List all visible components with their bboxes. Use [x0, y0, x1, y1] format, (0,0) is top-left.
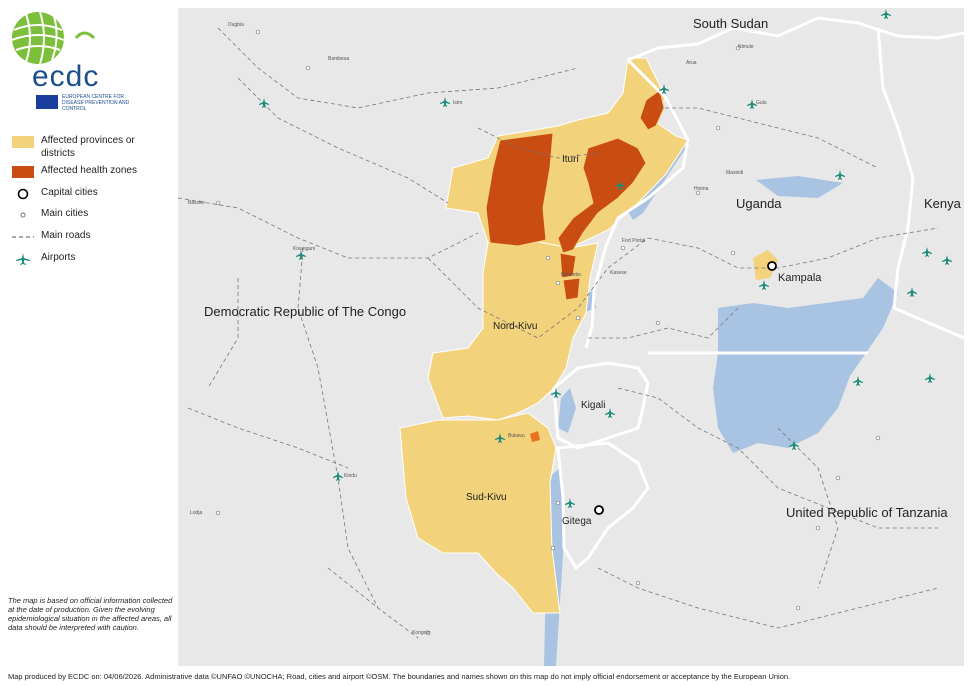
town-label: Basoko [188, 200, 205, 206]
city-label-kampala: Kampala [778, 272, 822, 284]
region-label-kigali: Kigali [581, 400, 606, 411]
region-label-sud-kivu: Sud-Kivu [466, 492, 507, 503]
town-label: Fort Portal [622, 238, 646, 244]
border-rwanda [552, 361, 650, 450]
town-label: Kongolo [412, 630, 431, 636]
legend-sidebar: ecdc EUROPEAN CENTRE FOR DISEASE PREVENT… [0, 0, 178, 670]
legend-item-main-roads: Main roads [12, 229, 182, 249]
health-zone-east [557, 137, 647, 254]
town-label: Gulu [756, 100, 767, 106]
town-label: Kindu [344, 473, 357, 479]
capital-circle-icon [17, 188, 29, 200]
border-kenya-tanzania [893, 306, 964, 340]
airplane-icon [907, 287, 917, 297]
airplane-icon [16, 253, 30, 265]
legend-label: Affected provinces or districts [41, 135, 135, 159]
airplane-icon [259, 98, 269, 108]
airplane-icon [853, 376, 863, 386]
ecdc-logo: ecdc EUROPEAN CENTRE FOR DISEASE PREVENT… [6, 8, 129, 112]
health-zone-south-1 [559, 252, 577, 279]
town-label: Bukavu [508, 433, 525, 439]
lake-kyoga [756, 176, 843, 198]
country-label-south-sudan: South Sudan [693, 16, 769, 31]
town-label: Butembo [561, 272, 582, 278]
eu-flag-icon [36, 95, 58, 109]
lake-kivu [558, 388, 576, 433]
map-canvas[interactable]: South Sudan Uganda Kenya Democratic Repu… [178, 8, 964, 666]
globe-icon [11, 11, 96, 65]
airplane-icon [835, 170, 845, 180]
ituri-province [445, 57, 689, 249]
border-drc-uganda [584, 58, 690, 349]
main-cities [215, 29, 881, 636]
airplane-icon [440, 97, 450, 107]
health-zone-west [485, 132, 554, 247]
legend-item-affected-health-zones: Affected health zones [12, 164, 182, 184]
sud-kivu-province [399, 412, 561, 614]
country-label-kenya: Kenya [924, 196, 961, 211]
health-zone-south-2 [562, 277, 581, 301]
airports [259, 9, 952, 508]
airplane-icon [333, 471, 343, 481]
airplane-icon [922, 247, 932, 257]
ecdc-subtitle: EUROPEAN CENTRE FOR DISEASE PREVENTION A… [62, 94, 130, 112]
town-label: Bambesa [328, 56, 350, 62]
airplane-icon [925, 373, 935, 383]
legend-label: Airports [41, 252, 76, 263]
footer-credits: Map produced by ECDC on: 04/06/2026. Adm… [8, 672, 791, 681]
lake-victoria [713, 278, 898, 453]
legend-item-airports: Airports [12, 251, 182, 271]
town-label: Kasese [610, 270, 627, 276]
legend-label: Main cities [41, 208, 89, 219]
border-drc-south-sudan [627, 16, 964, 62]
legend-item-capital-cities: Capital cities [12, 186, 182, 206]
airplane-icon [881, 9, 891, 19]
legend-item-affected-provinces: Affected provinces or districts [12, 134, 182, 164]
airplane-icon [551, 388, 561, 398]
gitega-capital-marker [594, 505, 604, 515]
region-label-nord-kivu: Nord-Kivu [493, 321, 538, 332]
airplane-icon [747, 99, 757, 109]
town-label: Masindi [726, 170, 744, 176]
airplane-icon [495, 433, 505, 443]
country-label-drc: Democratic Republic of The Congo [204, 304, 407, 319]
affected-provinces-swatch [12, 136, 34, 148]
region-label-ituri: Ituri [562, 154, 579, 165]
town-label: Kisangani [293, 246, 315, 252]
kampala-district [753, 250, 778, 280]
map-svg [178, 9, 964, 666]
town-label: Dugbia [228, 22, 244, 28]
legend-label: Affected health zones [41, 165, 137, 176]
kampala-capital-marker [767, 261, 777, 271]
ecdc-wordmark: ecdc [32, 60, 100, 93]
border-uganda-kenya [876, 27, 915, 309]
region-label-gitega: Gitega [562, 516, 592, 527]
health-zone-bukavu [530, 431, 540, 442]
town-label: Arua [686, 60, 697, 66]
road-line-icon [12, 236, 34, 238]
affected-health-zones-swatch [12, 166, 34, 178]
airplane-icon [942, 255, 952, 265]
airplane-icon [789, 440, 799, 450]
country-label-tanzania: United Republic of Tanzania [786, 505, 948, 520]
legend-label: Main roads [41, 230, 91, 241]
airplane-icon [605, 408, 615, 418]
border-burundi [556, 441, 650, 571]
airplane-icon [296, 250, 306, 260]
legend-label: Capital cities [41, 187, 98, 198]
airplane-icon [759, 280, 769, 290]
town-label: Nimule [738, 44, 754, 50]
airplane-icon [659, 84, 669, 94]
legend-item-main-cities: Main cities [12, 207, 182, 227]
country-label-uganda: Uganda [736, 196, 782, 211]
nord-kivu-province [427, 237, 599, 421]
airplane-icon [615, 180, 625, 190]
airplane-icon [565, 498, 575, 508]
disclaimer-text: The map is based on official information… [8, 596, 173, 632]
city-dot-icon [20, 212, 26, 218]
town-label: Isiro [453, 100, 463, 106]
main-roads [178, 27, 939, 639]
town-label: Lodja [190, 510, 203, 516]
town-label: Hoima [694, 186, 709, 192]
